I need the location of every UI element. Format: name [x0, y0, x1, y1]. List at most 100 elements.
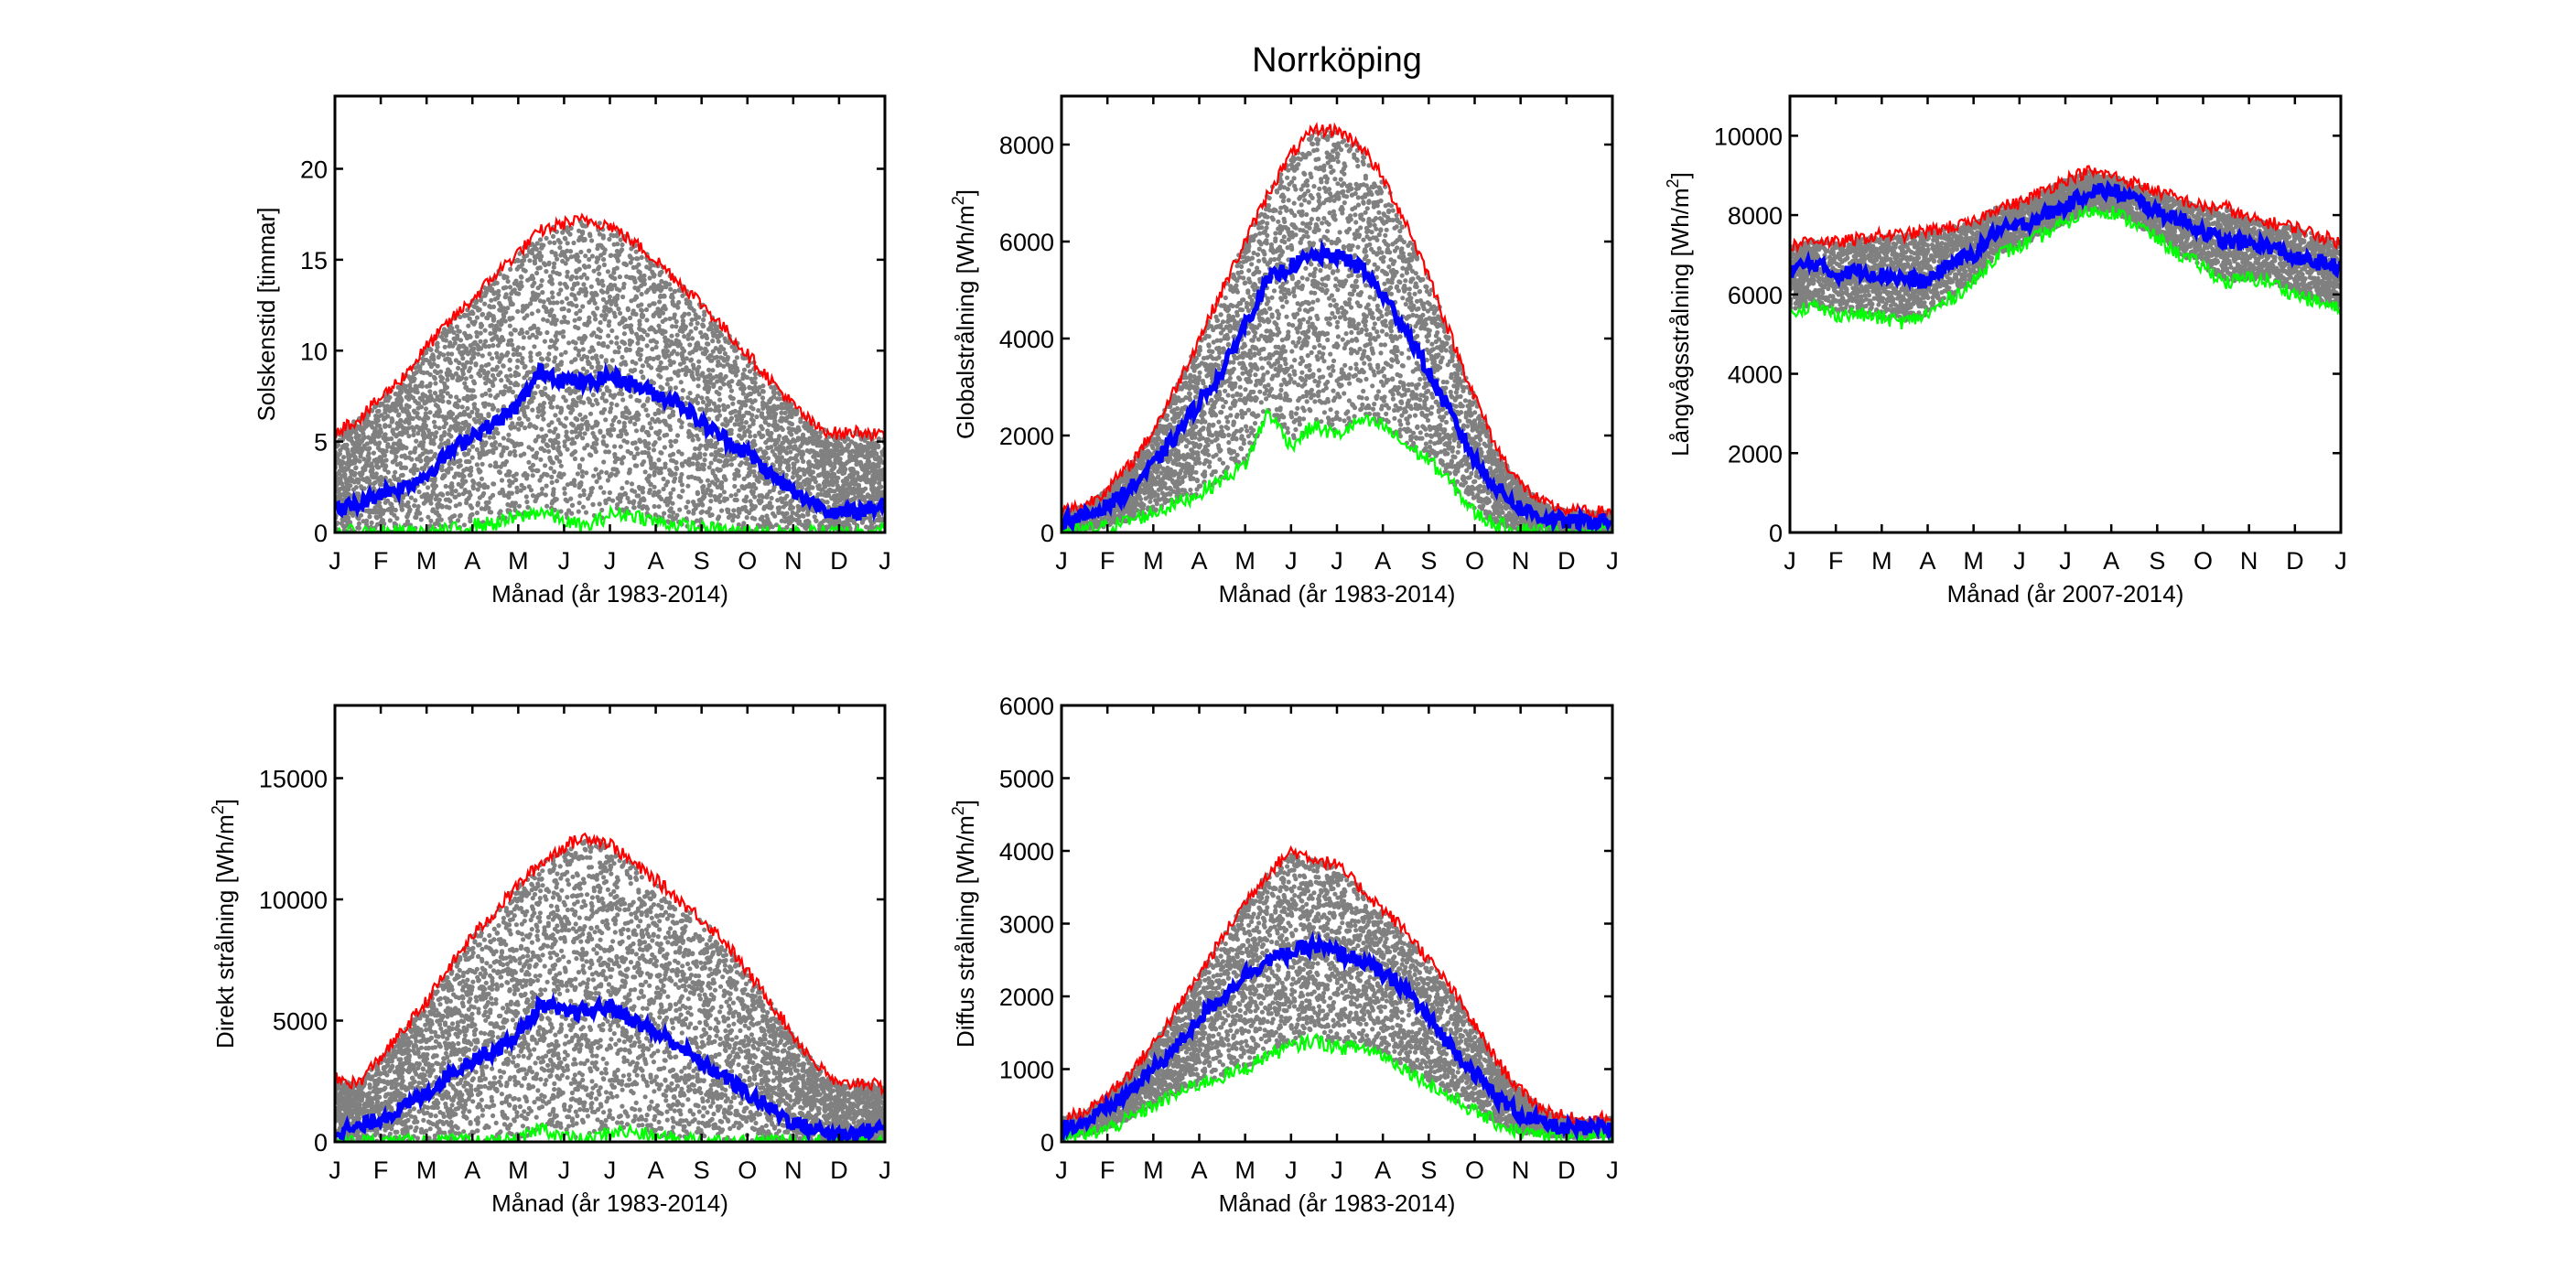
scatter-point	[501, 445, 507, 450]
scatter-point	[530, 468, 535, 473]
scatter-point	[415, 414, 420, 420]
scatter-point	[742, 504, 748, 510]
scatter-point	[467, 316, 472, 321]
scatter-point	[406, 411, 412, 416]
scatter-point	[465, 393, 470, 399]
scatter-point	[512, 453, 518, 458]
scatter-point	[521, 307, 526, 312]
scatter-point	[662, 433, 667, 438]
figure-title: Norrköping	[1252, 41, 1422, 80]
scatter-point	[870, 449, 876, 455]
scatter-point	[671, 510, 676, 515]
scatter-point	[486, 402, 491, 407]
scatter-point	[597, 271, 602, 276]
scatter-point	[557, 281, 563, 286]
scatter-point	[428, 457, 434, 462]
scatter-point	[461, 522, 467, 528]
scatter-point	[558, 287, 564, 293]
scatter-point	[562, 486, 567, 491]
scatter-point	[508, 331, 513, 337]
scatter-point	[771, 394, 777, 400]
scatter-point	[708, 377, 714, 383]
scatter-point	[708, 320, 714, 326]
scatter-point	[437, 497, 442, 502]
scatter-point	[611, 242, 617, 247]
scatter-point	[529, 251, 535, 256]
scatter-point	[608, 433, 614, 438]
scatter-point	[482, 301, 488, 307]
scatter-point	[595, 266, 601, 272]
scatter-point	[562, 315, 567, 320]
scatter-point	[735, 514, 741, 520]
scatter-point	[503, 458, 510, 465]
scatter-point	[670, 500, 675, 506]
scatter-point	[810, 485, 815, 490]
scatter-point	[528, 350, 534, 356]
scatter-point	[535, 351, 541, 357]
scatter-point	[421, 393, 426, 398]
scatter-point	[458, 412, 463, 417]
scatter-point	[463, 376, 469, 382]
scatter-point	[453, 494, 458, 500]
scatter-point	[342, 487, 348, 493]
scatter-point	[440, 330, 446, 336]
scatter-point	[697, 455, 703, 460]
scatter-point	[524, 404, 530, 410]
scatter-point	[566, 340, 572, 346]
scatter-point	[862, 477, 868, 482]
scatter-point	[505, 350, 511, 356]
scatter-point	[468, 360, 474, 365]
scatter-point	[674, 512, 680, 518]
scatter-point	[812, 476, 817, 481]
scatter-point	[815, 436, 821, 443]
scatter-point	[640, 489, 646, 495]
scatter-point	[432, 391, 438, 396]
scatter-point	[478, 468, 483, 474]
scatter-point	[814, 457, 819, 464]
scatter-point	[591, 330, 597, 336]
scatter-point	[675, 372, 681, 378]
scatter-point	[649, 462, 654, 468]
scatter-point	[358, 512, 364, 518]
scatter-point	[375, 465, 381, 470]
scatter-point	[780, 426, 785, 433]
scatter-point	[619, 428, 624, 434]
scatter-point	[459, 404, 465, 410]
scatter-point	[423, 499, 428, 504]
scatter-point	[781, 504, 787, 510]
scatter-point	[492, 290, 498, 296]
scatter-point	[478, 297, 484, 303]
scatter-point	[512, 503, 517, 510]
scatter-point	[446, 441, 451, 446]
scatter-point	[581, 353, 587, 359]
scatter-point	[565, 446, 570, 452]
scatter-point	[496, 288, 501, 294]
scatter-point	[702, 351, 708, 357]
scatter-point	[470, 479, 476, 484]
scatter-point	[578, 426, 584, 432]
scatter-point	[551, 264, 556, 270]
scatter-point	[414, 511, 419, 516]
scatter-point	[657, 364, 663, 370]
scatter-point	[490, 372, 496, 378]
scatter-point	[495, 296, 501, 301]
scatter-point	[562, 424, 568, 429]
scatter-point	[577, 290, 582, 296]
scatter-point	[517, 351, 523, 357]
scatter-point	[628, 393, 633, 399]
scatter-point	[620, 455, 627, 460]
scatter-point	[537, 330, 543, 336]
scatter-point	[676, 493, 682, 500]
scatter-point	[802, 471, 807, 478]
scatter-point	[723, 373, 728, 380]
scatter-point	[512, 281, 517, 286]
scatter-point	[395, 477, 401, 482]
scatter-point	[834, 494, 839, 500]
scatter-point	[608, 393, 614, 398]
scatter-point	[565, 499, 570, 504]
scatter-point	[782, 410, 788, 415]
scatter-point	[455, 458, 460, 465]
scatter-point	[718, 332, 725, 338]
scatter-point	[665, 377, 671, 382]
